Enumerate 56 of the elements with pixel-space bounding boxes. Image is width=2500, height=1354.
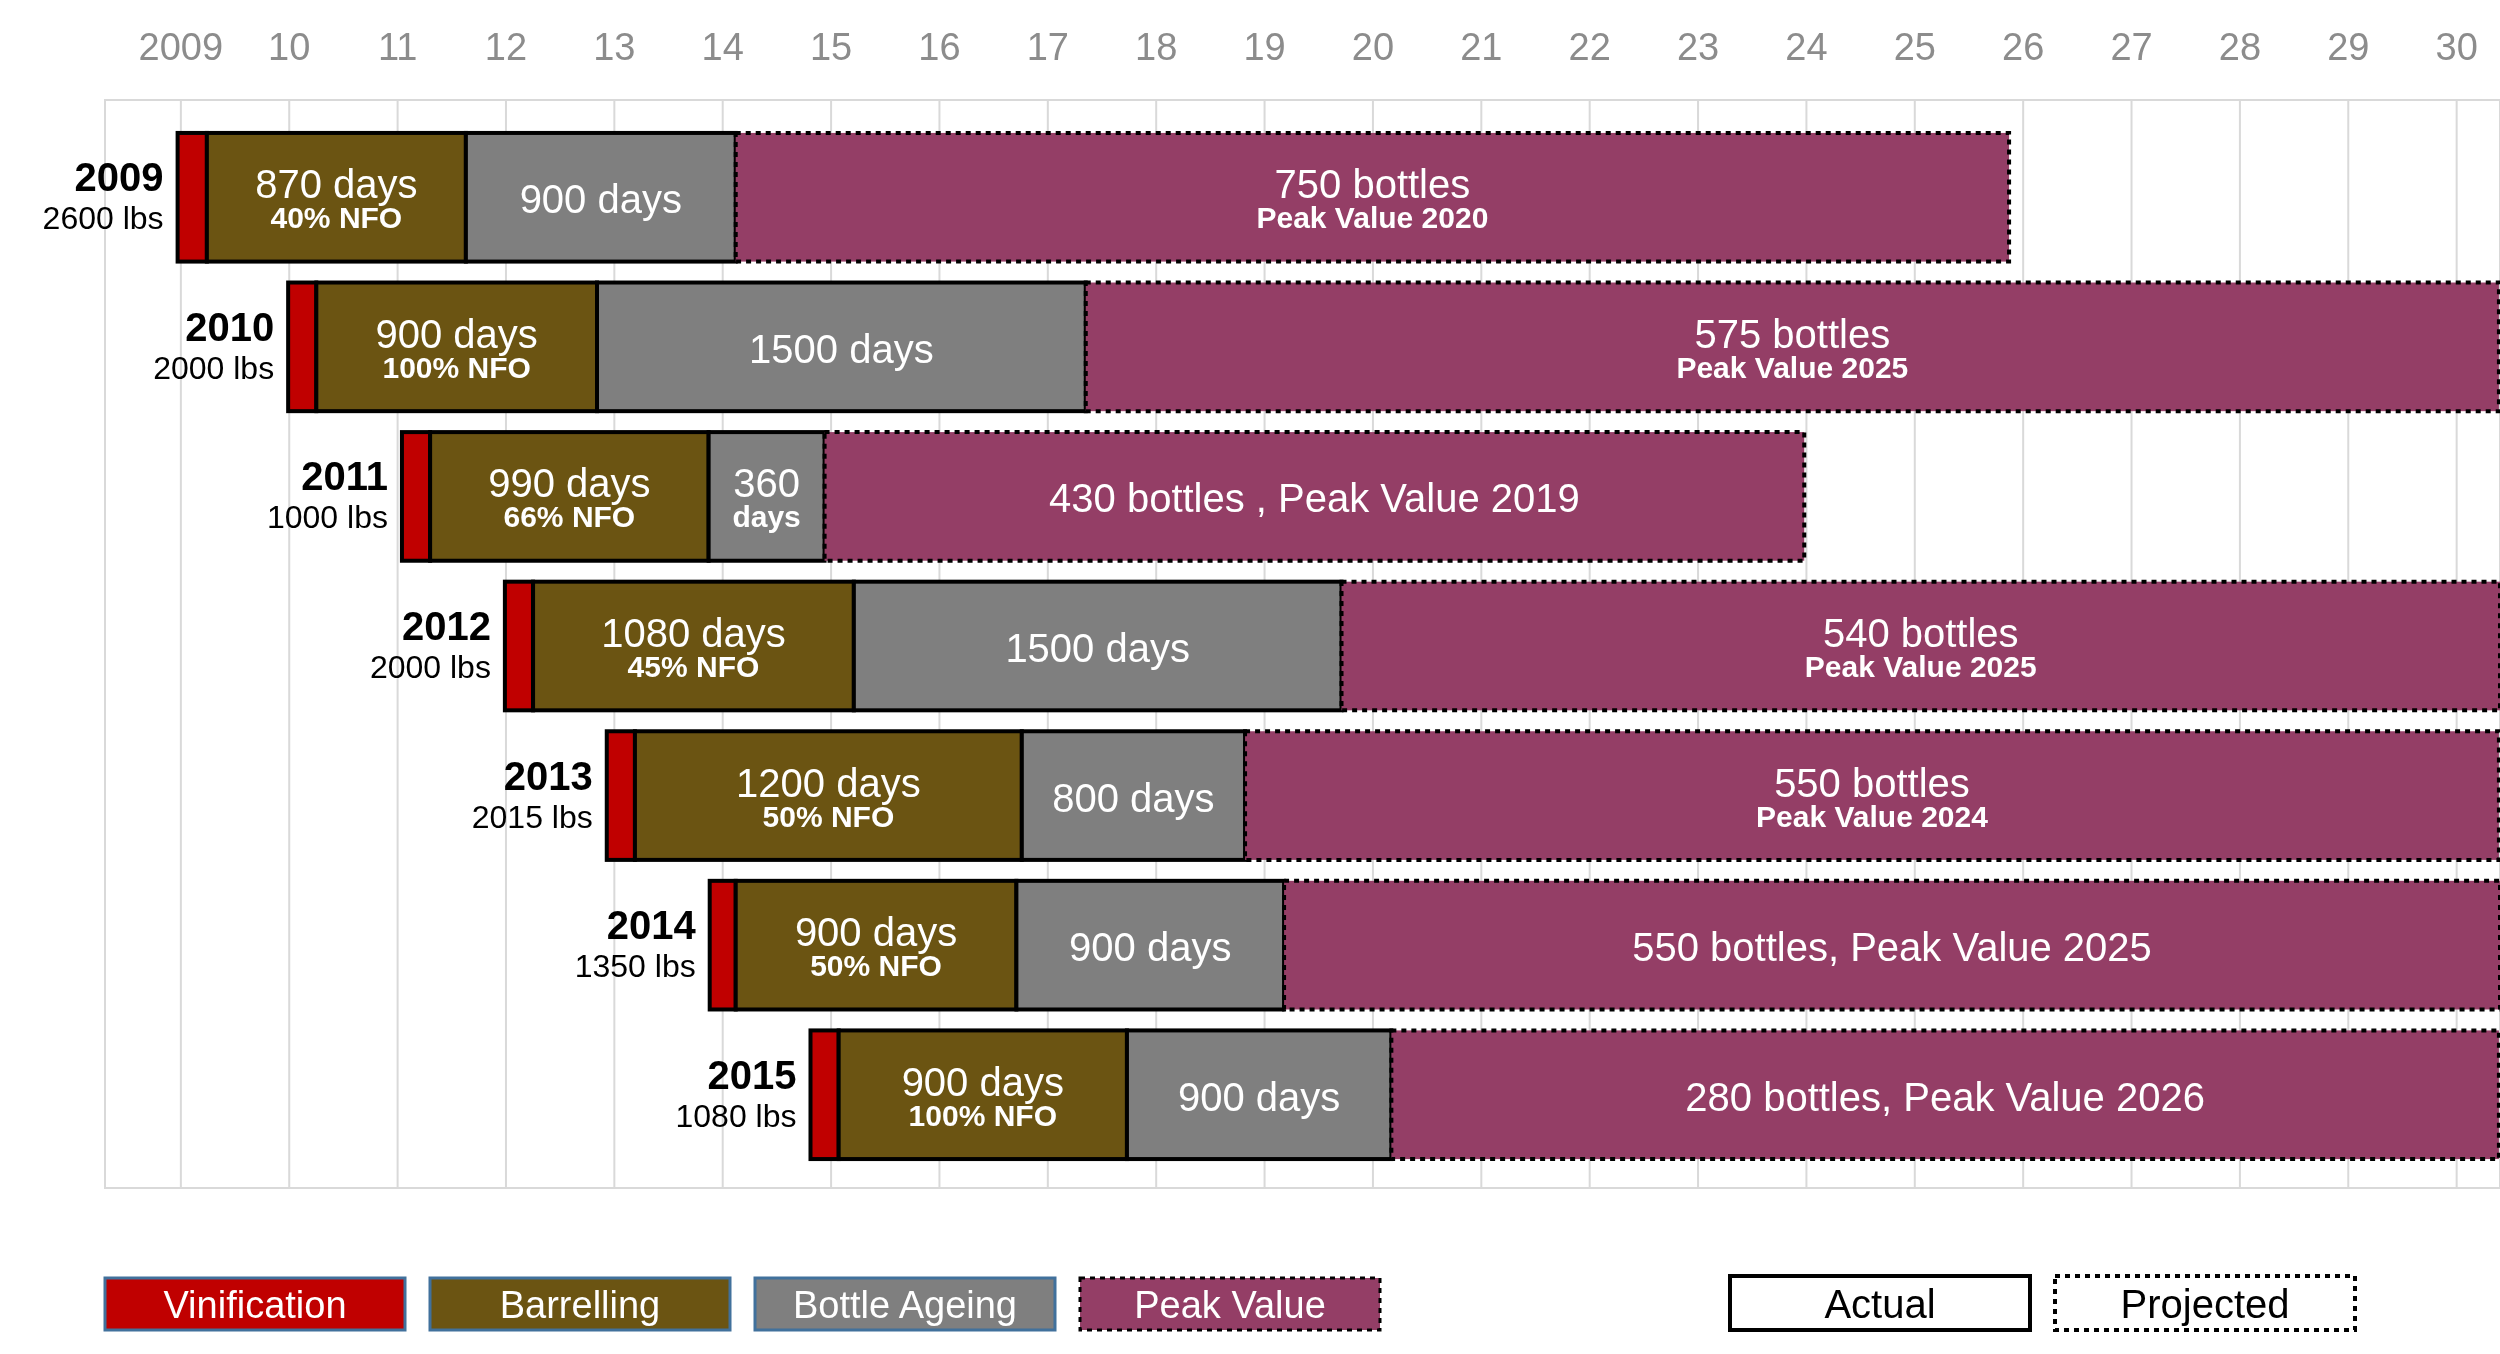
text: Peak Value	[1134, 1284, 1326, 1326]
annotation: 750 bottles Peak Value 2020	[1256, 162, 1489, 235]
x-tick-label: 2009	[138, 26, 224, 68]
y-tick-label: 2013 2015 lbs	[471, 753, 593, 835]
text: Projected	[2120, 1282, 2290, 1326]
x-tick-label: 14	[701, 26, 744, 68]
annotation: 1500 days	[749, 326, 934, 371]
x-tick-label: 17	[1026, 26, 1069, 68]
annotation: 870 days 40% NFO	[255, 162, 418, 235]
x-tick-label: 23	[1676, 26, 1720, 68]
annotation: 900 days 50% NFO	[794, 910, 958, 983]
annotation: 550 bottles, Peak Value 2025	[1632, 925, 2152, 970]
annotation: 280 bottles, Peak Value 2026	[1685, 1074, 2205, 1119]
x-tick-label: 18	[1135, 26, 1178, 68]
annotation: 990 days 66% NFO	[488, 461, 651, 534]
x-tick-label: 13	[593, 26, 636, 68]
text: Barrelling	[499, 1284, 661, 1326]
annotation: 900 days	[1177, 1074, 1341, 1119]
x-tick-label: 27	[2110, 26, 2153, 68]
text: Actual	[1824, 1282, 1936, 1326]
annotation: 1500 days	[1005, 626, 1190, 670]
x-tick-label: 26	[2002, 26, 2045, 68]
y-tick-label: 2011 1000 lbs	[266, 454, 388, 536]
annotation: 900 days 100% NFO	[375, 311, 538, 384]
annotation: 900 days	[519, 177, 682, 222]
x-tick-label: 16	[918, 26, 961, 68]
text: Vinification	[163, 1284, 347, 1326]
annotation: 550 bottles Peak Value 2024	[1756, 760, 1989, 833]
x-tick-label: 12	[484, 26, 528, 68]
annotation: 1080 days 45% NFO	[601, 611, 786, 683]
annotation: 430 bottles , Peak Value 2019	[1049, 476, 1580, 521]
x-tick-label: 15	[809, 26, 853, 68]
x-tick-label: 29	[2327, 26, 2370, 68]
y-tick-label: 2012 2000 lbs	[369, 604, 491, 685]
x-tick-label: 19	[1243, 26, 1286, 68]
annotation: 360 days	[732, 461, 801, 534]
y-tick-label: 2010 2000 lbs	[153, 304, 275, 386]
x-tick-label: 25	[1893, 26, 1936, 68]
y-tick-label: 2009 2600 lbs	[42, 155, 164, 237]
x-tick-label: 24	[1785, 26, 1828, 68]
annotation: 900 days 100% NFO	[901, 1059, 1064, 1132]
annotation: 900 days	[1069, 925, 1232, 970]
x-tick-label: 22	[1568, 26, 1611, 68]
x-tick-label: 10	[268, 26, 311, 68]
annotation: 575 bottles Peak Value 2025	[1676, 311, 1909, 384]
x-tick-label: 11	[377, 26, 418, 68]
x-tick-label: 20	[1351, 26, 1395, 68]
annotation: 1200 days 50% NFO	[736, 760, 921, 833]
text: Bottle Ageing	[793, 1284, 1017, 1326]
x-tick-label: 21	[1460, 26, 1503, 68]
annotation: 540 bottles Peak Value 2025	[1804, 611, 2037, 683]
y-tick-label: 2014 1350 lbs	[574, 903, 697, 985]
x-tick-label: 28	[2218, 26, 2262, 68]
x-tick-label: 30	[2435, 26, 2478, 68]
annotation: 800 days	[1052, 775, 1215, 820]
y-tick-label: 2015 1080 lbs	[675, 1052, 797, 1134]
